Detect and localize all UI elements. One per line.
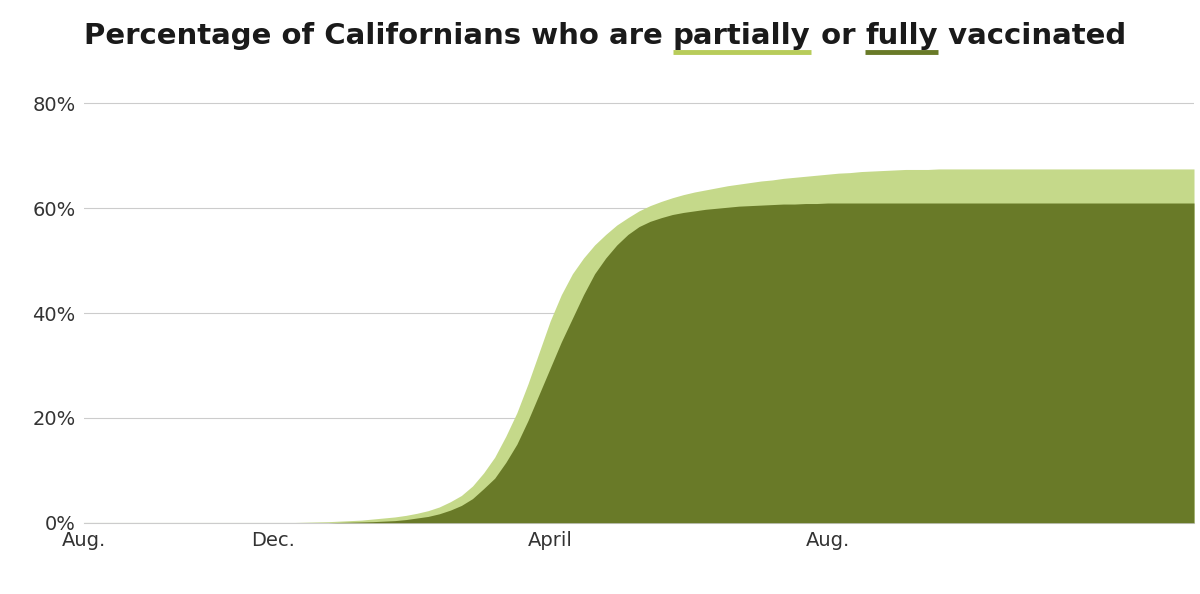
Text: Percentage of Californians who are: Percentage of Californians who are [84,23,673,50]
Text: vaccinated: vaccinated [938,23,1126,50]
Text: fully: fully [865,23,938,50]
Text: or: or [811,23,865,50]
Text: partially: partially [673,23,811,50]
